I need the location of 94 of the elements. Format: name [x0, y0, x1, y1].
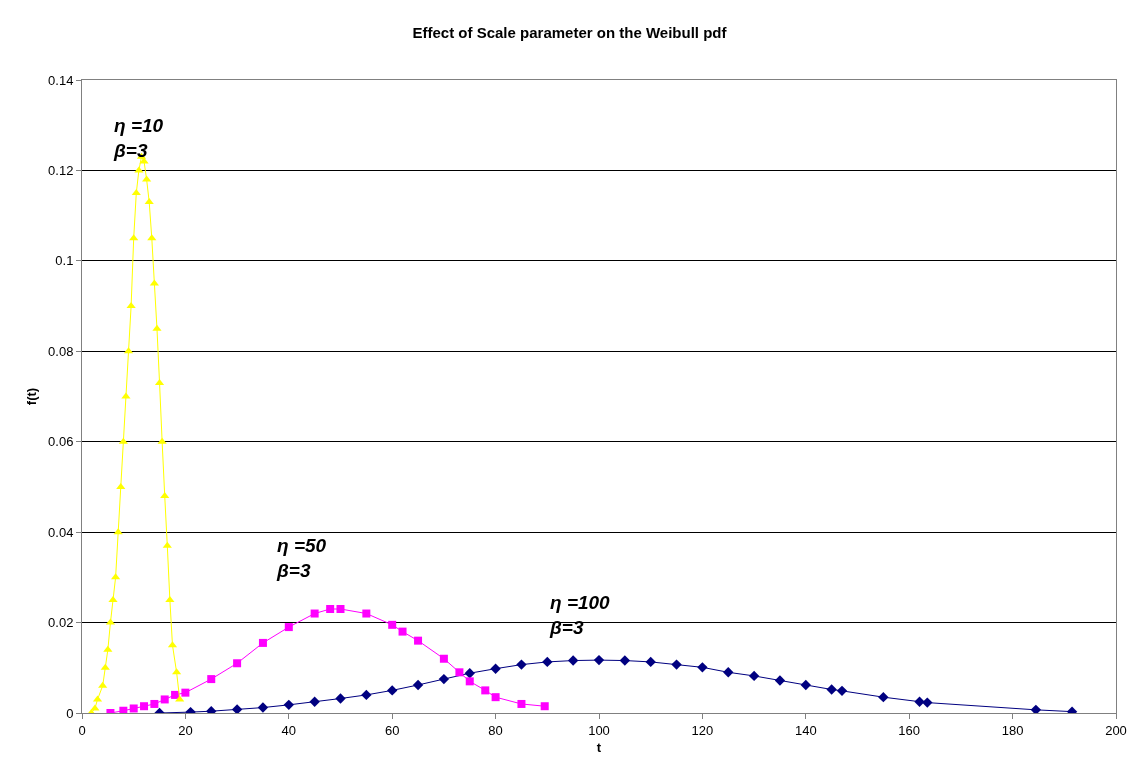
point	[836, 685, 848, 697]
y-tick-label: 0.06	[48, 434, 74, 450]
point	[207, 675, 216, 684]
point	[116, 482, 126, 489]
x-tick-label: 160	[898, 722, 921, 738]
x-tick-label: 100	[588, 722, 610, 738]
point	[697, 662, 708, 673]
point	[516, 659, 527, 670]
y-tick-label: 0.12	[48, 162, 74, 178]
point	[800, 679, 811, 691]
point	[126, 302, 136, 309]
point	[157, 437, 167, 444]
point	[326, 605, 335, 614]
point	[439, 654, 448, 663]
point	[258, 638, 267, 647]
point	[922, 697, 933, 708]
point	[362, 609, 371, 618]
point	[671, 659, 682, 670]
x-tick-label: 80	[488, 722, 503, 738]
x-tick-label: 40	[281, 722, 297, 738]
point	[152, 324, 162, 331]
point	[593, 654, 605, 666]
y-axis-title: f(t)	[24, 387, 40, 406]
point	[98, 681, 108, 688]
point	[118, 437, 128, 444]
point	[455, 668, 464, 677]
point	[181, 688, 190, 697]
point	[567, 655, 579, 666]
point	[481, 686, 490, 695]
point	[335, 693, 346, 704]
point	[878, 691, 889, 703]
point	[100, 663, 110, 670]
x-tick-label: 0	[78, 722, 86, 738]
point	[162, 541, 172, 548]
point	[144, 198, 154, 205]
point	[465, 677, 474, 686]
point	[257, 702, 269, 713]
point	[774, 675, 786, 686]
point	[150, 699, 159, 708]
point	[414, 636, 423, 645]
point	[398, 627, 407, 636]
point	[233, 659, 242, 668]
annotation: η =50 β=3	[276, 535, 327, 581]
point	[103, 645, 113, 652]
point	[540, 702, 549, 711]
point	[108, 595, 118, 602]
point	[491, 693, 500, 702]
point	[438, 673, 450, 685]
y-tick-label: 0	[66, 705, 74, 721]
point	[723, 667, 734, 678]
point	[412, 679, 424, 691]
point	[121, 392, 131, 399]
y-tick-label: 0.08	[48, 343, 74, 359]
point	[914, 696, 925, 707]
point	[119, 706, 128, 713]
point	[131, 189, 141, 196]
point	[160, 695, 169, 704]
point	[113, 528, 123, 535]
point	[160, 491, 170, 498]
point	[490, 663, 501, 674]
point	[231, 704, 243, 713]
x-tick-label: 140	[794, 722, 817, 738]
point	[619, 655, 631, 666]
y-tick-label: 0.02	[48, 615, 74, 631]
point	[129, 234, 139, 241]
x-axis-title: t	[596, 740, 602, 756]
y-tick-label: 0.1	[55, 253, 74, 269]
x-tick-label: 20	[178, 722, 193, 738]
point	[140, 702, 149, 711]
point	[165, 595, 175, 602]
point	[309, 696, 320, 707]
point	[542, 656, 553, 668]
chart-title: Effect of Scale parameter on the Weibull pdf	[412, 23, 728, 41]
point	[826, 684, 837, 695]
point	[310, 609, 319, 618]
x-tick-label: 120	[691, 722, 714, 738]
y-tick-label: 0.14	[48, 72, 74, 88]
point	[748, 670, 760, 682]
point	[464, 668, 475, 679]
point	[517, 699, 526, 708]
point	[388, 620, 397, 629]
y-tick-label: 0.04	[48, 524, 74, 540]
point	[1030, 704, 1042, 713]
point	[129, 704, 138, 713]
point	[361, 689, 372, 701]
annotation: η =10 β=3	[113, 115, 164, 161]
point	[387, 685, 398, 696]
point	[336, 605, 345, 614]
x-tick-label: 180	[1001, 722, 1024, 738]
x-tick-label: 60	[384, 722, 400, 738]
point	[284, 623, 293, 632]
x-tick-label: 200	[1105, 722, 1127, 738]
point	[645, 656, 656, 668]
point	[283, 699, 294, 711]
